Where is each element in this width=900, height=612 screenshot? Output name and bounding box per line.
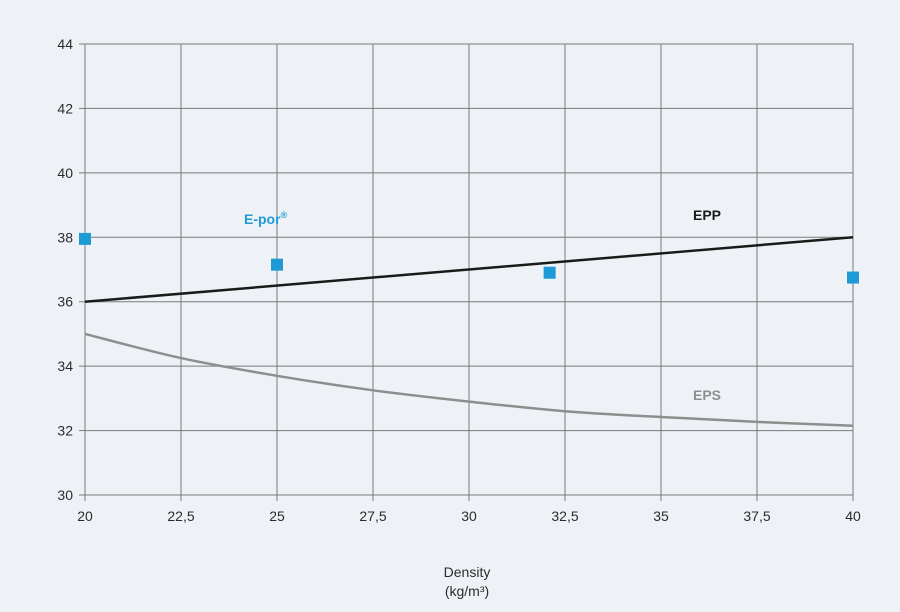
y-tick-label: 32 [57,423,73,439]
series-name-text: EPP [693,207,721,223]
y-tick-label: 36 [57,294,73,310]
x-tick-label: 35 [653,508,669,524]
x-tick-label: 37,5 [743,508,770,524]
data-point-e-por [847,272,859,284]
y-tick-label: 40 [57,165,73,181]
x-axis-label: Density [444,564,491,580]
y-tick-label: 42 [57,100,73,116]
x-tick-label: 32,5 [551,508,578,524]
data-point-e-por [271,259,283,271]
y-tick-label: 38 [57,229,73,245]
x-tick-label: 27,5 [359,508,386,524]
x-tick-label: 40 [845,508,861,524]
y-tick-labels: 30 32 34 36 38 40 42 44 [57,36,73,503]
x-tick-label: 30 [461,508,477,524]
data-point-e-por [79,233,91,245]
gridlines [79,44,853,501]
x-tick-label: 22,5 [167,508,194,524]
y-tick-label: 44 [57,36,73,52]
series-label-eps: EPS [693,387,721,403]
registered-mark: ® [281,210,288,220]
x-tick-labels: 20 22,5 25 27,5 30 32,5 35 37,5 40 [77,508,861,524]
series-name-text: E-por [244,211,281,227]
y-tick-label: 34 [57,358,73,374]
y-tick-label: 30 [57,487,73,503]
x-axis-unit: (kg/m³) [445,583,489,599]
series-labels: EPP EPS E-por® [244,207,721,403]
series-name-text: EPS [693,387,721,403]
x-tick-label: 20 [77,508,93,524]
data-point-e-por [544,267,556,279]
series-label-epp: EPP [693,207,721,223]
x-tick-label: 25 [269,508,285,524]
series-label-e-por: E-por® [244,210,288,227]
